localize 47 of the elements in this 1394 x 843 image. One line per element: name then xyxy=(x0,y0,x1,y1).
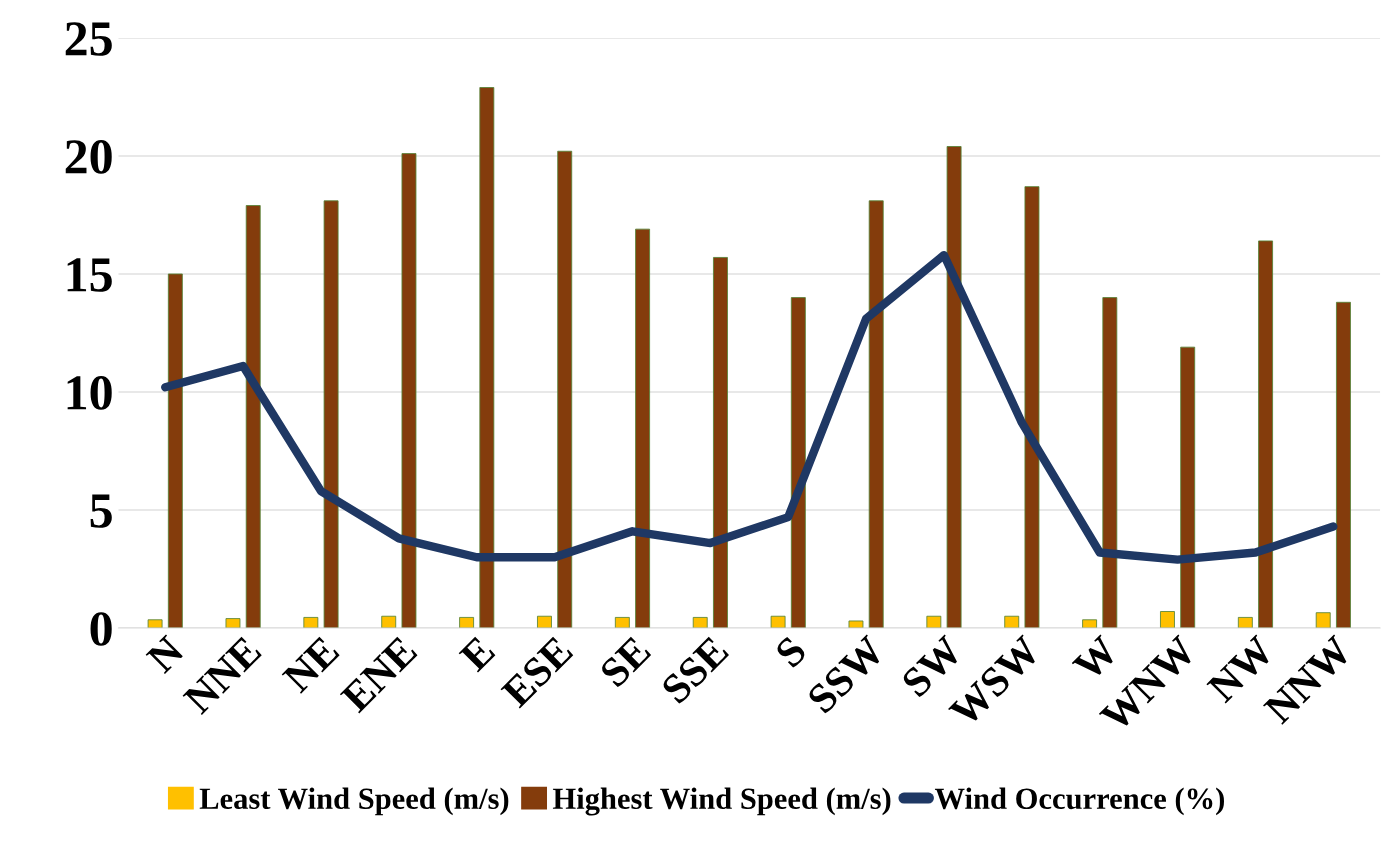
x-tick-label: S xyxy=(774,635,808,669)
bar xyxy=(381,615,397,629)
x-tick-label: SSE xyxy=(660,635,730,705)
y-tick-label: 20 xyxy=(65,140,112,174)
bar xyxy=(537,615,552,629)
bar xyxy=(1004,615,1020,629)
bar xyxy=(1102,297,1118,629)
bar xyxy=(790,297,806,629)
x-tick-label: N xyxy=(145,634,186,675)
bar xyxy=(868,200,884,629)
bar xyxy=(770,615,786,629)
bar xyxy=(926,615,942,629)
bar xyxy=(848,620,864,629)
bar xyxy=(635,228,651,629)
bar xyxy=(1336,301,1351,629)
bar xyxy=(225,618,241,629)
x-tick-label: SE xyxy=(598,635,652,689)
y-tick-label: 0 xyxy=(90,612,112,646)
bar xyxy=(303,616,319,629)
bar xyxy=(614,616,630,629)
bar xyxy=(1024,186,1040,629)
legend-label: Least Wind Speed (m/s) xyxy=(199,787,509,816)
bar xyxy=(1180,346,1196,629)
bar xyxy=(323,200,339,629)
bar xyxy=(1258,240,1274,629)
bar xyxy=(245,205,261,629)
bar xyxy=(557,150,573,629)
x-tick-label: NE xyxy=(281,635,340,694)
y-tick-label: 10 xyxy=(67,376,112,410)
bar xyxy=(1082,619,1098,629)
bar xyxy=(479,87,495,629)
x-tick-label: E xyxy=(458,635,496,673)
bar xyxy=(1237,616,1253,629)
bar xyxy=(1315,612,1331,629)
y-tick-label: 25 xyxy=(65,22,112,56)
bar xyxy=(713,257,728,629)
bar xyxy=(167,273,183,629)
bar xyxy=(946,146,962,629)
bar xyxy=(459,616,475,629)
y-tick-label: 5 xyxy=(90,494,112,528)
bar xyxy=(692,616,708,629)
bar xyxy=(401,153,417,629)
bar xyxy=(147,619,163,629)
legend-label: Wind Occurrence (%) xyxy=(934,787,1225,816)
bar xyxy=(1160,611,1175,629)
y-tick-label: 15 xyxy=(67,258,112,292)
legend-label: Highest Wind Speed (m/s) xyxy=(552,787,891,816)
